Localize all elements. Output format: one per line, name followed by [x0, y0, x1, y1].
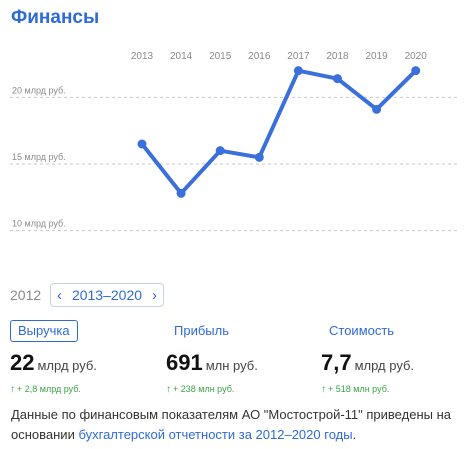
x-tick-label: 2015 [209, 51, 232, 62]
metric-profit-change: + 238 млн руб. [173, 384, 235, 394]
tab-revenue[interactable]: Выручка [10, 320, 78, 342]
data-point [411, 66, 421, 76]
y-tick-label: 10 млрд руб. [12, 219, 66, 229]
metric-profit-value: 691 [166, 350, 203, 375]
data-source-note: Данные по финансовым показателям АО "Мос… [11, 405, 451, 445]
chevron-right-icon[interactable]: › [151, 286, 157, 304]
data-point [293, 66, 303, 76]
x-tick-label: 2020 [405, 51, 428, 62]
arrow-up-icon: ↑ [10, 384, 15, 395]
period-selector: 2012 ‹ 2013–2020 › [10, 283, 164, 307]
x-tick-label: 2013 [131, 51, 154, 62]
series-line [140, 68, 418, 196]
arrow-up-icon: ↑ [166, 384, 171, 395]
metric-cost-unit: млрд руб. [354, 358, 415, 373]
data-point [254, 152, 264, 162]
note-end: . [352, 427, 357, 442]
page-title: Финансы [11, 7, 100, 28]
data-point [333, 74, 342, 84]
metric-cost-change: + 518 млн руб. [328, 384, 390, 394]
x-tick-label: 2014 [170, 51, 193, 62]
period-range-label: 2013–2020 [71, 287, 143, 303]
accounting-report-link[interactable]: бухгалтерской отчетности за 2012–2020 го… [78, 427, 353, 442]
metric-revenue: Выручка 22 млрд руб. ↑ + 2,8 млрд руб. [10, 320, 97, 395]
data-point [176, 188, 186, 198]
x-tick-label: 2016 [248, 51, 271, 62]
previous-year-link[interactable]: 2012 [10, 287, 42, 303]
data-point [215, 146, 225, 156]
note-text: Данные по финансовым показателям АО "Мос… [11, 407, 451, 442]
metric-revenue-change: + 2,8 млрд руб. [17, 384, 81, 394]
x-tick-label: 2017 [287, 51, 310, 62]
metric-revenue-unit: млрд руб. [37, 358, 97, 373]
period-range-control[interactable]: ‹ 2013–2020 › [50, 283, 164, 307]
x-tick-label: 2018 [326, 51, 349, 62]
metric-profit-unit: млн руб. [205, 358, 258, 373]
metric-profit: Прибыль 691 млн руб. ↑ + 238 млн руб. [166, 320, 258, 395]
y-tick-label: 20 млрд руб. [12, 85, 66, 95]
data-point [372, 104, 382, 114]
x-tick-label: 2019 [365, 51, 388, 62]
data-point [137, 139, 147, 149]
arrow-up-icon: ↑ [321, 384, 326, 395]
tab-cost[interactable]: Стоимость [329, 323, 395, 338]
metric-value-cost: Стоимость 7,7 млрд руб. ↑ + 518 млн руб. [321, 320, 414, 395]
chevron-left-icon[interactable]: ‹ [57, 286, 62, 304]
revenue-line-chart: 20 млрд руб. 15 млрд руб. 10 млрд руб. 2013… [10, 51, 458, 232]
metric-cost-value: 7,7 [321, 350, 352, 375]
y-tick-label: 15 млрд руб. [12, 152, 66, 162]
metric-revenue-value: 22 [10, 350, 35, 375]
tab-profit[interactable]: Прибыль [174, 323, 229, 338]
